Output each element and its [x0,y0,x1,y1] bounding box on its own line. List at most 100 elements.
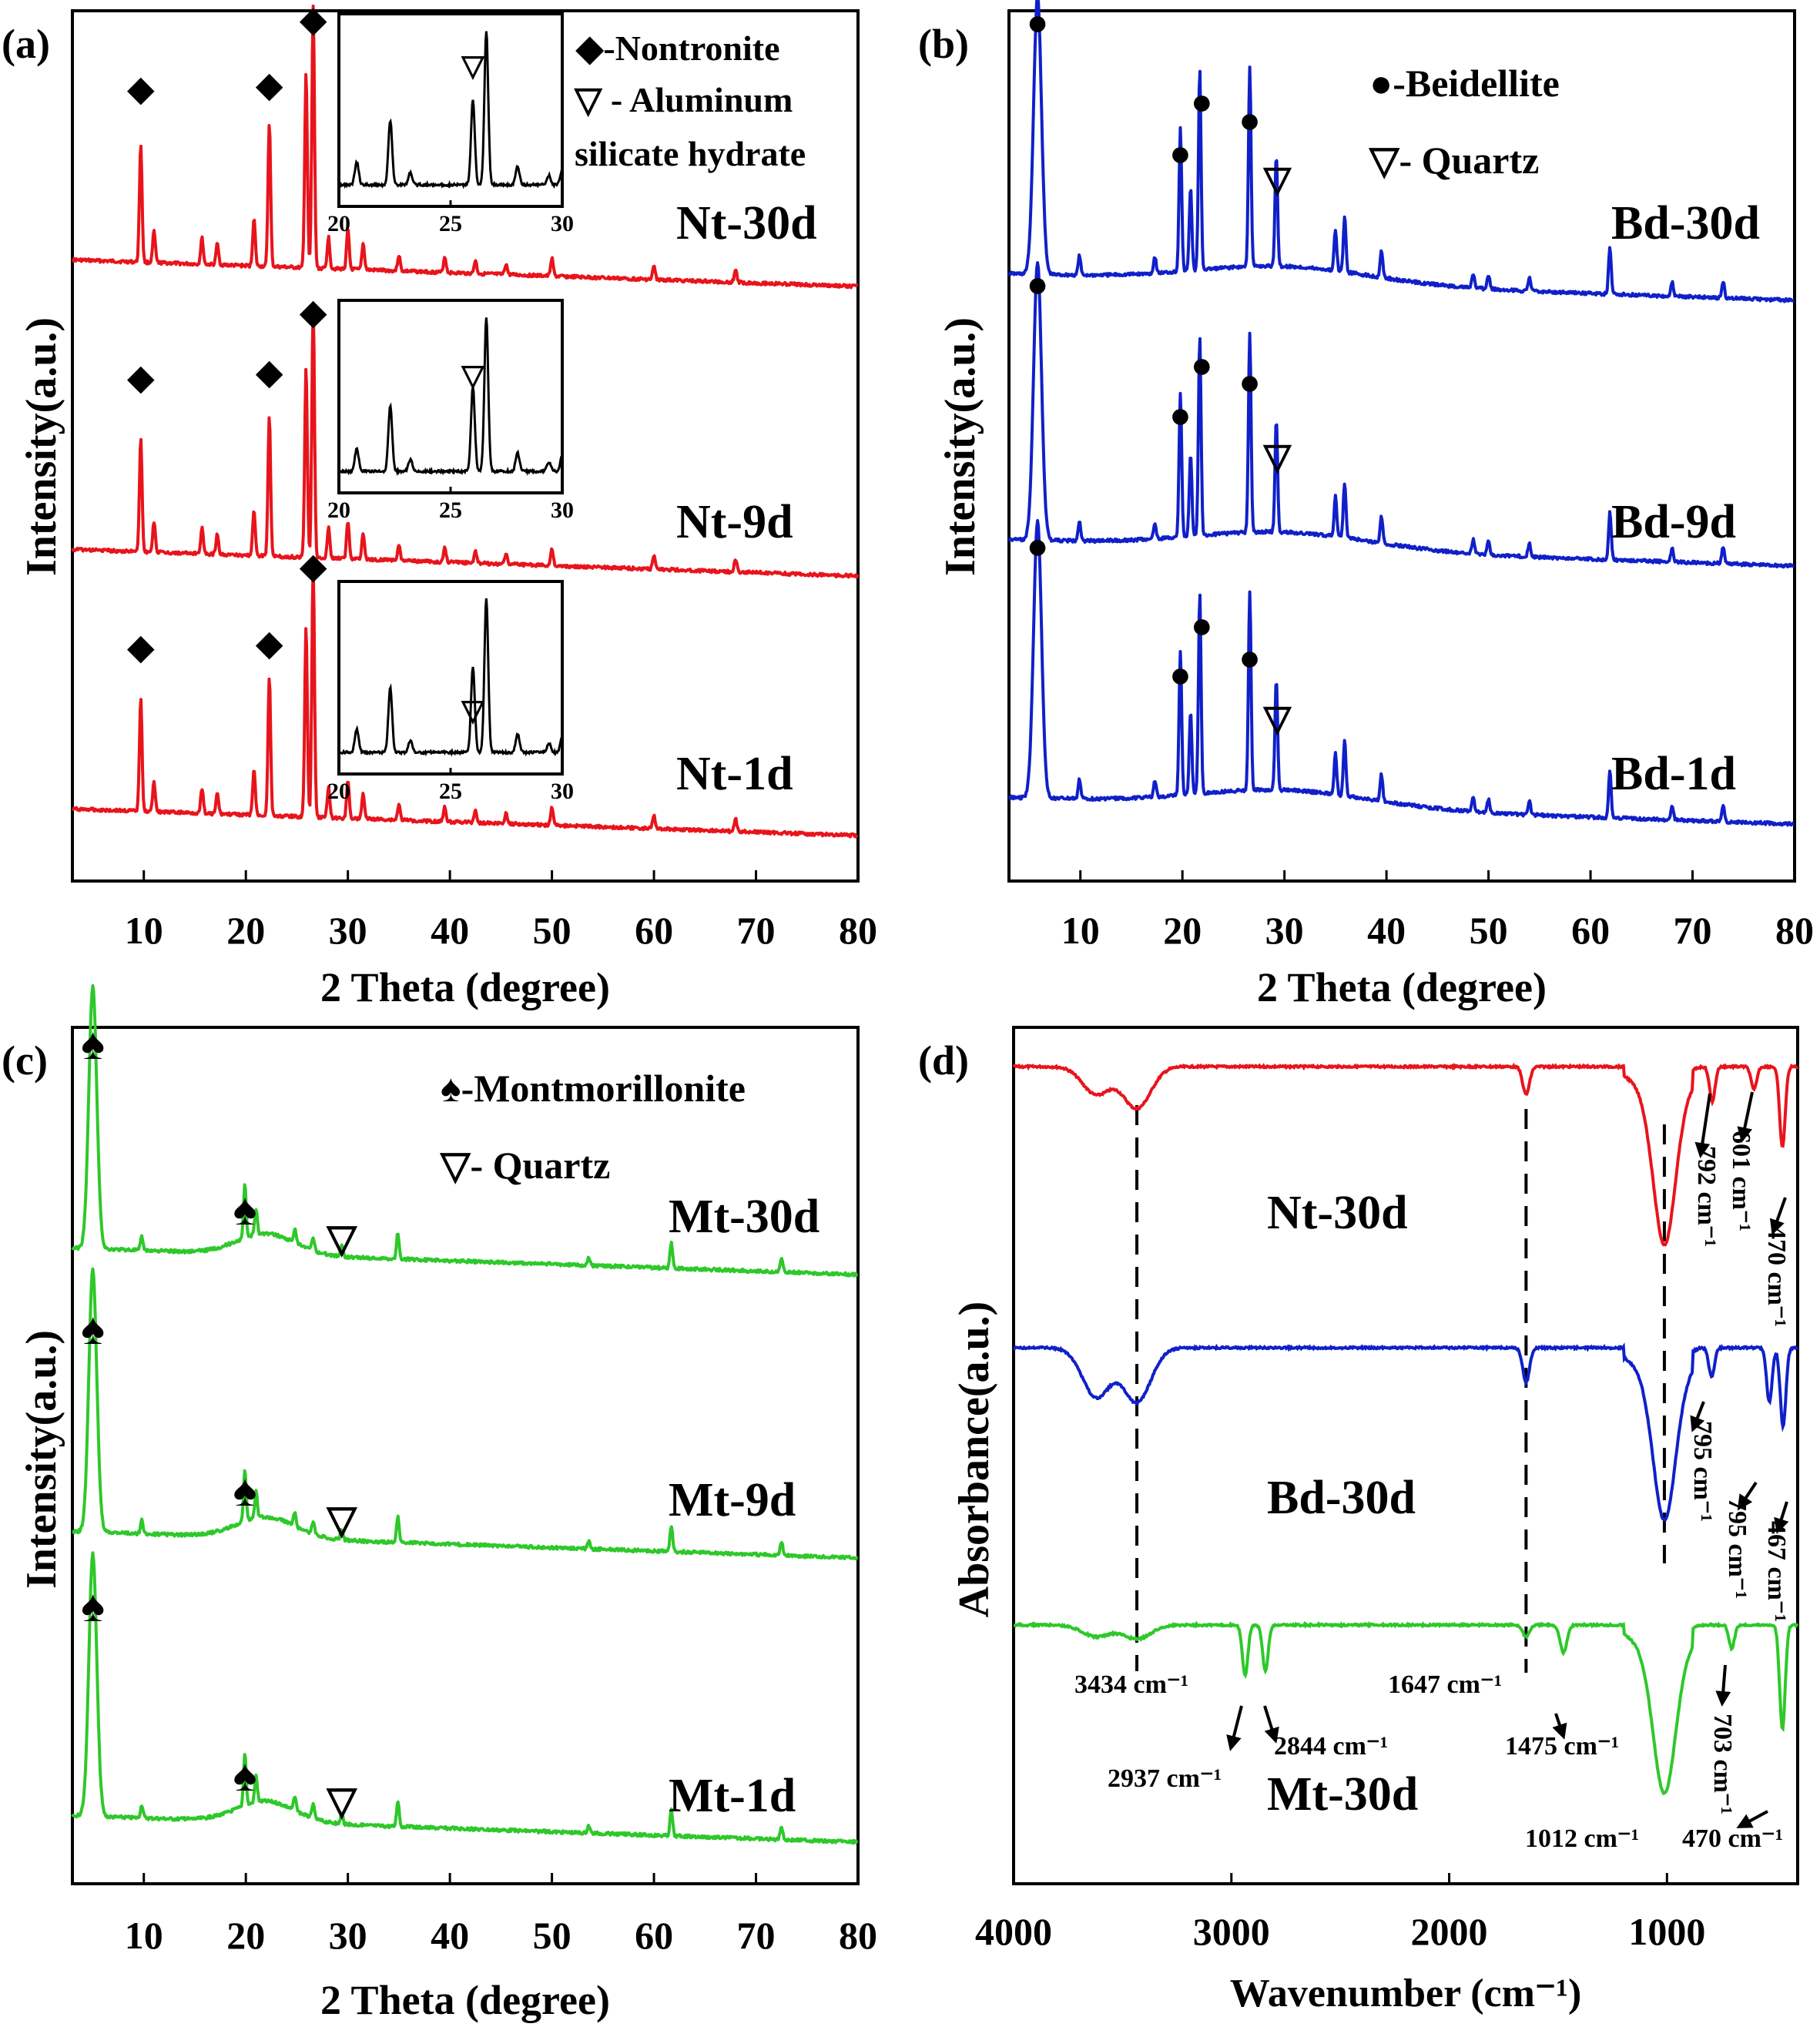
curve-label-mt-1d: Mt-1d [669,1770,796,1822]
annotation-1012: 1012 cm⁻¹ [1525,1824,1639,1853]
panel-a-legend-silicate-hydrate: silicate hydrate [575,134,806,173]
x-tick-label-80: 80 [839,1914,877,1957]
montmorillonite-marker: ♠ [81,1581,105,1631]
nontronite-marker: ◆ [300,1,327,39]
panel-a-legend-nontronite: ◆-Nontronite [575,28,780,68]
panel-a-curves [71,4,860,839]
nontronite-marker: ◆ [127,359,155,397]
series-line-nt-9d [71,302,860,579]
x-tick-label-10: 10 [125,909,163,952]
annotation-2937: 2937 cm⁻¹ [1108,1764,1222,1793]
panel-d-x-ticks: 4000 3000 2000 1000 [975,1873,1705,1953]
panel-b-x-axis-title: 2 Theta (degree) [1257,964,1547,1010]
nontronite-marker: ◆ [300,293,327,331]
annotation-795-b: 795 cm⁻¹ [1723,1498,1751,1599]
quartz-marker: ▽ [325,1779,357,1822]
x-tick-label-60: 60 [635,1914,673,1957]
nontronite-marker: ◆ [127,628,155,666]
series-line-mt-30d-ftir [1013,1620,1799,1795]
x-tick-label-40: 40 [1367,909,1406,952]
x-tick-label-60: 60 [635,909,673,952]
series-line-bd-30d-ftir [1012,1342,1799,1522]
x-tick-label-40: 40 [431,1914,469,1957]
x-tick-label-20: 20 [1163,909,1202,952]
quartz-marker: ▽ [325,1217,357,1260]
panel-d-frame [1012,1026,1799,1885]
x-tick-label-20: 20 [226,1914,265,1957]
x-tick-label-60: 60 [1571,909,1610,952]
aluminum-silicate-marker: ▽ [461,50,485,82]
x-tick-label-2000: 2000 [1411,1910,1488,1953]
x-tick-label-10: 10 [125,1914,163,1957]
annotation-467: 467 cm⁻¹ [1762,1521,1791,1622]
inset-tick-label-30: 30 [551,211,574,236]
curve-label-bd-1d: Bd-1d [1611,748,1736,800]
x-tick-label-30: 30 [329,1914,367,1957]
panel-a-label: (a) [2,21,50,67]
panel-c-curves [71,984,859,1845]
panel-a-x-axis-title: 2 Theta (degree) [320,964,610,1010]
panel-c-markers: ♠ ♠ ▽ ♠ ♠ ▽ ♠ ♠ ▽ [81,1019,357,1822]
quartz-marker: ▽ [1262,699,1292,738]
montmorillonite-marker: ♠ [81,1304,105,1354]
nontronite-marker: ◆ [300,548,327,585]
panel-c: (c) 10 20 30 40 50 60 70 80 2 Theta (degree) In… [2,984,877,2023]
x-tick-label-80: 80 [839,909,877,952]
curve-label-mt-30d-ftir: Mt-30d [1267,1768,1418,1821]
nontronite-marker: ◆ [127,70,155,108]
inset-line [337,598,563,757]
annotation-792: 792 cm⁻¹ [1692,1146,1721,1247]
nontronite-marker: ◆ [256,625,283,662]
curve-label-mt-9d: Mt-9d [669,1474,796,1526]
inset-frame [337,299,564,494]
x-tick-label-50: 50 [533,909,571,952]
nontronite-marker: ◆ [256,66,283,104]
annotation-470-mt: 470 cm⁻¹ [1682,1824,1783,1853]
panel-b-x-ticks: 10 20 30 40 50 60 70 80 [1061,870,1814,952]
x-tick-label-4000: 4000 [975,1910,1052,1953]
panel-b-legend-quartz: ▽- Quartz [1368,139,1539,182]
x-tick-label-70: 70 [737,909,776,952]
beidellite-marker: ● [1238,362,1261,403]
annotation-arrow [1552,1713,1567,1740]
panel-b-curves [1007,0,1795,827]
inset-tick-label-25: 25 [439,211,462,236]
quartz-marker: ▽ [325,1498,357,1541]
panel-b: (b) 10 20 30 40 50 60 70 80 2 Theta (degree) In… [918,0,1814,1010]
series-line-mt-1d [71,1551,859,1845]
annotation-795-a: 795 cm⁻¹ [1688,1421,1717,1522]
panel-b-frame [1007,9,1796,883]
beidellite-marker: ● [1238,100,1261,141]
panel-d-arrows [1226,1091,1789,1828]
annotation-arrow [1263,1705,1279,1744]
inset-line [338,317,563,477]
panel-d-y-axis-title: Absorbance(a.u.) [950,1302,998,1618]
series-line-nt-30d [72,4,859,290]
annotation-arrow [1736,1810,1768,1828]
panel-c-legend-montmorillonite: ♠-Montmorillonite [441,1067,746,1110]
annotation-arrow [1715,1664,1731,1707]
panel-a-markers: ◆ ◆ ◆ ◆ ◆ ◆ ◆ ◆ ◆ [127,1,327,666]
montmorillonite-marker: ♠ [233,1466,256,1516]
panel-b-label: (b) [918,21,969,67]
panel-a-x-ticks: 10 20 30 40 50 60 70 80 [125,870,877,952]
aluminum-silicate-marker: ▽ [461,695,485,727]
series-line-bd-1d [1008,519,1795,827]
x-tick-label-40: 40 [431,909,469,952]
annotation-1475: 1475 cm⁻¹ [1505,1732,1619,1761]
x-tick-label-3000: 3000 [1193,1910,1270,1953]
panel-b-y-axis-title: Intensity(a.u.) [937,317,984,576]
panel-c-legend-quartz: ▽- Quartz [439,1144,610,1187]
panel-c-frame [71,1026,860,1885]
x-tick-label-10: 10 [1061,909,1100,952]
inset-line [338,31,564,189]
inset-tick-label-20: 20 [327,498,350,523]
beidellite-marker: ● [1191,345,1213,386]
panel-c-x-axis-title: 2 Theta (degree) [320,1977,610,2023]
inset-tick-label-30: 30 [551,498,574,523]
series-line-bd-9d [1007,261,1795,569]
inset-frame [337,12,564,208]
panel-d-label: (d) [918,1037,969,1084]
quartz-marker: ▽ [1262,437,1292,476]
annotation-arrow [1774,1501,1789,1534]
